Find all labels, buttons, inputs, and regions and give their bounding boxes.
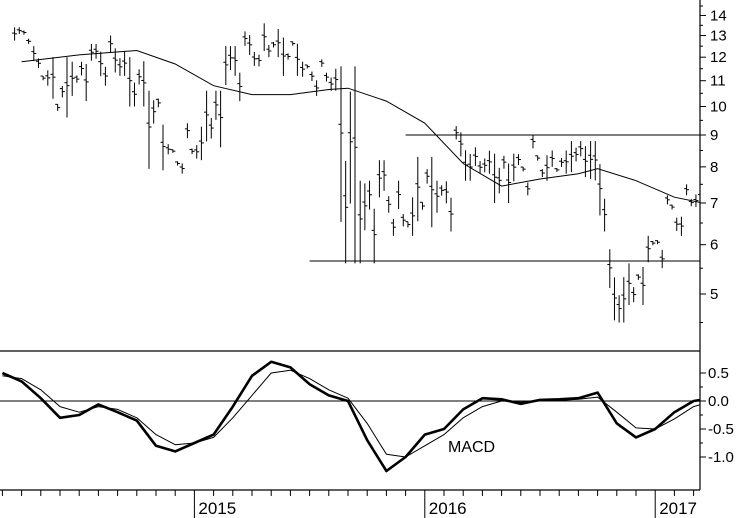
price-tick-label: 10 [710, 98, 727, 115]
year-label: 2015 [198, 499, 236, 518]
chart-frame: 5 6 7 8 9 10 11 12 13 14 0.5 0.0 -0.5 -1.0 [0, 0, 734, 491]
price-tick-label: 14 [710, 7, 727, 24]
price-tick-label: 6 [710, 237, 718, 254]
time-axis: 2015 2016 2017 [1, 490, 697, 518]
price-tick-label: 5 [710, 286, 718, 303]
macd-line [1, 360, 700, 473]
macd-signal-line [2, 369, 700, 458]
year-label: 2016 [429, 499, 467, 518]
price-tick-label: 9 [710, 127, 718, 144]
macd-tick-label: 0.5 [708, 365, 729, 382]
year-label: 2017 [659, 499, 697, 518]
macd-tick-label: 0.0 [708, 393, 729, 410]
price-tick-label: 12 [710, 49, 727, 66]
price-tick-label: 13 [710, 28, 727, 45]
price-tick-label: 8 [710, 159, 718, 176]
macd-tick-label: -1.0 [708, 449, 734, 466]
macd-tick-label: -0.5 [708, 421, 734, 438]
price-panel [12, 23, 700, 323]
price-tick-label: 7 [710, 195, 718, 212]
macd-panel: MACD [0, 360, 700, 473]
macd-label: MACD [448, 439, 495, 456]
moving-average-line [21, 49, 700, 203]
price-tick-label: 11 [710, 73, 726, 90]
